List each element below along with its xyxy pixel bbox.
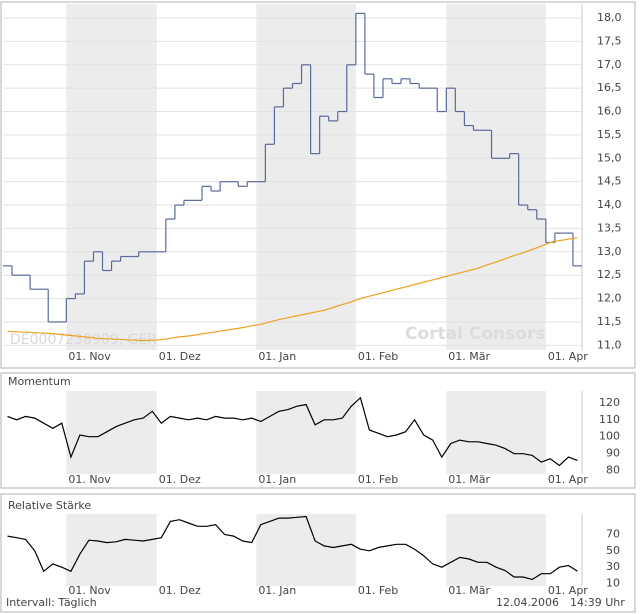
month-band	[446, 391, 546, 474]
month-band	[256, 514, 356, 586]
x-tick-label: 01. Dez	[159, 584, 201, 597]
panel-frame	[0, 493, 636, 613]
series-line	[7, 515, 578, 581]
x-tick-label: 01. Nov	[68, 473, 111, 486]
y-tick-label: 70	[606, 527, 620, 540]
y-tick-label: 90	[606, 447, 620, 460]
x-tick-label: 01. Mär	[448, 350, 490, 363]
y-tick-label: 120	[599, 396, 620, 409]
month-band	[66, 514, 157, 586]
month-band	[446, 4, 546, 350]
month-band	[446, 514, 546, 586]
x-tick-label: 01. Nov	[68, 350, 111, 363]
watermark: Cortal Consors	[405, 324, 545, 344]
footer-interval: Intervall: Täglich	[6, 596, 97, 609]
x-tick-label: 01. Jan	[258, 350, 296, 363]
y-tick-label: 80	[606, 464, 620, 477]
x-tick-label: 01. Feb	[358, 584, 398, 597]
month-band	[66, 4, 157, 350]
y-tick-label: 14,0	[597, 198, 622, 211]
x-tick-label: 01. Jan	[258, 473, 296, 486]
month-band	[256, 391, 356, 474]
y-tick-label: 30	[606, 560, 620, 573]
y-tick-label: 18,0	[597, 11, 622, 24]
x-tick-label: 01. Mär	[448, 473, 490, 486]
month-band	[256, 4, 356, 350]
y-tick-label: 11,0	[597, 338, 622, 351]
y-tick-label: 110	[599, 413, 620, 426]
y-tick-label: 17,0	[597, 58, 622, 71]
month-band	[66, 391, 157, 474]
panel-frame	[0, 1, 636, 369]
x-tick-label: 01. Dez	[159, 350, 201, 363]
y-tick-label: 16,0	[597, 105, 622, 118]
y-tick-label: 50	[606, 544, 620, 557]
y-tick-label: 17,5	[597, 34, 622, 47]
panel-title: Momentum	[8, 375, 71, 388]
x-tick-label: 01. Dez	[159, 473, 201, 486]
x-tick-label: 01. Nov	[68, 584, 111, 597]
x-tick-label: 01. Apr	[548, 350, 588, 363]
y-tick-label: 14,5	[597, 175, 622, 188]
x-tick-label: 01. Feb	[358, 350, 398, 363]
x-tick-label: 01. Apr	[548, 584, 588, 597]
series-line	[7, 237, 578, 342]
y-tick-label: 12,5	[597, 268, 622, 281]
x-tick-label: 01. Mär	[448, 584, 490, 597]
y-tick-label: 16,5	[597, 81, 622, 94]
y-tick-label: 15,0	[597, 151, 622, 164]
y-tick-label: 10	[606, 577, 620, 590]
y-tick-label: 12,0	[597, 292, 622, 305]
footer-time: 14:39 Uhr	[570, 596, 625, 609]
y-tick-label: 11,5	[597, 315, 622, 328]
series-line	[7, 396, 578, 467]
y-tick-label: 13,5	[597, 221, 622, 234]
panel-title: Relative Stärke	[8, 499, 91, 512]
watermark: DE0007238909, GER	[10, 332, 157, 348]
x-tick-label: 01. Apr	[548, 473, 588, 486]
y-tick-label: 15,5	[597, 128, 622, 141]
panel-frame	[0, 372, 636, 489]
x-tick-label: 01. Feb	[358, 473, 398, 486]
y-tick-label: 13,0	[597, 245, 622, 258]
footer-date: 12.04.2006	[496, 596, 559, 609]
y-tick-label: 100	[599, 430, 620, 443]
x-tick-label: 01. Jan	[258, 584, 296, 597]
